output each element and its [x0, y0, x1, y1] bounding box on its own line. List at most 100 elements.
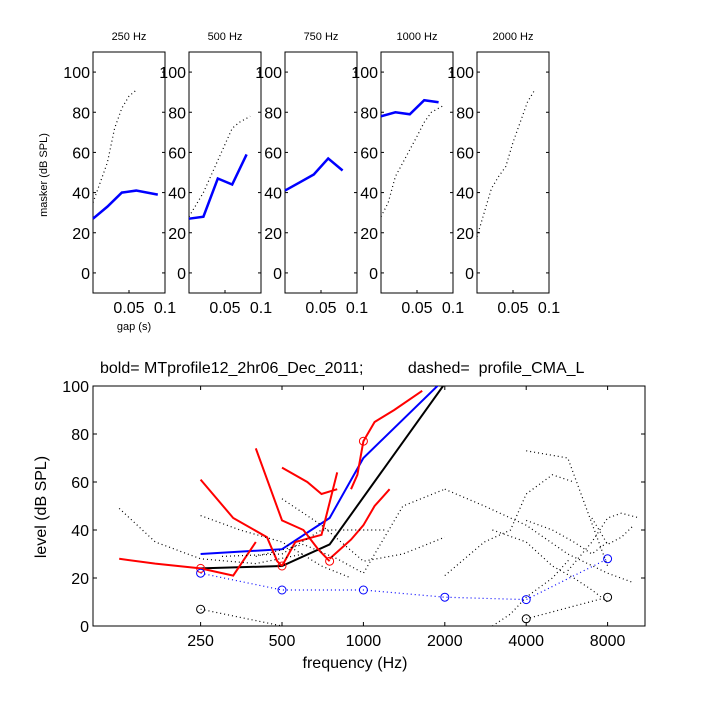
bottom-chart-xtick-label: 2000	[427, 633, 463, 650]
bottom-chart-series-dotted	[200, 515, 352, 579]
small-panel-xtick-label: 0.1	[154, 300, 176, 317]
small-panel-ytick-label: 60	[360, 145, 378, 162]
small-panel-1: 250 Hz 0 20 40 60 80 100 0.05 0.1	[63, 31, 176, 317]
small-panel-series-dotted	[380, 105, 443, 217]
bottom-chart-marker	[196, 604, 206, 614]
bottom-chart-ytick-label: 80	[71, 427, 89, 444]
bottom-chart-ytick-label: 0	[80, 619, 89, 636]
small-panel-title: 250 Hz	[112, 31, 147, 43]
bottom-chart-marker	[358, 585, 368, 595]
small-panel-ytick-label: 0	[273, 266, 282, 283]
small-panel-ytick-label: 100	[63, 65, 90, 82]
small-panel-5: 2000 Hz 0 20 40 60 80 100 0.05 0.1	[447, 31, 560, 317]
small-panel-ylabel: masker (dB SPL)	[38, 133, 50, 217]
small-panel-ytick-label: 60	[168, 145, 186, 162]
small-panel-xtick-label: 0.1	[346, 300, 368, 317]
bottom-chart-series-dotted	[492, 558, 571, 626]
bottom-chart-series-group	[118, 386, 640, 626]
plot-layer: 250 Hz 0 20 40 60 80 100 0.05 0.1 500 Hz 0 20 40 60 80…	[62, 31, 646, 650]
small-panel-xtick-label: 0.05	[209, 300, 240, 317]
small-panel-series-dotted	[476, 89, 536, 237]
small-panel-ytick-label: 20	[360, 226, 378, 243]
small-panel-ytick-label: 80	[72, 105, 90, 122]
bottom-chart-ytick-label: 100	[62, 379, 89, 396]
bottom-chart-marker	[440, 592, 450, 602]
small-panel-ytick-label: 20	[456, 226, 474, 243]
small-panel-ytick-label: 40	[360, 186, 378, 203]
bottom-chart-marker	[196, 563, 206, 573]
small-panel-xtick-label: 0.1	[538, 300, 560, 317]
small-panel-ytick-label: 80	[168, 105, 186, 122]
bottom-chart-series-bold	[254, 448, 331, 562]
bottom-chart-series-dotted	[526, 596, 608, 620]
small-panel-ytick-label: 80	[264, 105, 282, 122]
small-panel-xtick-label: 0.05	[401, 300, 432, 317]
bottom-chart-series-bold	[281, 472, 339, 567]
small-panel-ytick-label: 0	[369, 266, 378, 283]
bottom-chart-series-bold	[281, 466, 338, 496]
small-panel-2: 500 Hz 0 20 40 60 80 100 0.05 0.1	[159, 31, 272, 317]
small-panel-ytick-label: 0	[177, 266, 186, 283]
bottom-chart-series-bold	[119, 541, 257, 577]
bottom-chart-xtick-label: 1000	[346, 633, 382, 650]
bottom-chart-xlabel: frequency (Hz)	[303, 655, 408, 672]
bottom-chart-marker	[603, 592, 613, 602]
small-panel-ytick-label: 100	[159, 65, 186, 82]
bottom-chart-series-bold	[328, 488, 391, 560]
bottom-chart-ytick-label: 60	[71, 475, 89, 492]
bottom-chart-series-dotted	[255, 488, 446, 575]
small-panel-title: 2000 Hz	[493, 31, 534, 43]
small-panel-xtick-label: 0.1	[442, 300, 464, 317]
small-panel-ytick-label: 40	[168, 186, 186, 203]
bottom-chart-series-bold	[350, 389, 423, 490]
small-panel-series-bold	[380, 98, 439, 118]
small-panel-ytick-label: 40	[72, 186, 90, 203]
bottom-chart-ylabel: level (dB SPL)	[33, 456, 50, 558]
small-panel-series-bold	[188, 153, 248, 220]
small-panel-ytick-label: 80	[360, 105, 378, 122]
small-panel-ytick-label: 60	[456, 145, 474, 162]
small-panel-ytick-label: 40	[264, 186, 282, 203]
small-panel-series-dotted	[92, 89, 137, 203]
small-panel-ytick-label: 0	[81, 266, 90, 283]
bottom-chart-series-dotted	[591, 517, 635, 546]
small-panel-title: 500 Hz	[208, 31, 243, 43]
small-panel-3: 750 Hz 0 20 40 60 80 100 0.05 0.1	[255, 31, 368, 317]
bottom-chart-marker	[325, 556, 335, 566]
bottom-chart-series-dotted	[118, 507, 304, 565]
small-panel-ytick-label: 20	[72, 226, 90, 243]
small-panel-xtick-label: 0.1	[250, 300, 272, 317]
small-panel-frame	[380, 51, 454, 294]
bottom-chart-series-dotted	[525, 519, 608, 555]
small-panel-xtick-label: 0.05	[305, 300, 336, 317]
small-panel-series-bold	[92, 189, 159, 220]
bottom-chart-series-dotted	[221, 529, 385, 557]
bottom-chart-marker	[521, 595, 531, 605]
bottom-chart-series-bold	[200, 386, 445, 570]
small-panel-xlabel: gap (s)	[117, 321, 151, 333]
bottom-chart-ytick-label: 20	[71, 571, 89, 588]
small-panel-frame	[476, 51, 550, 294]
bottom-chart: 0 20 40 60 80 100 250 500 1000 2000 4000 8000	[62, 379, 646, 650]
bottom-chart-marker	[277, 585, 287, 595]
small-panel-frame	[188, 51, 262, 294]
small-panel-series-dotted	[188, 115, 251, 217]
small-panel-xtick-label: 0.05	[497, 300, 528, 317]
bottom-chart-frame	[92, 385, 646, 627]
bottom-chart-ytick-label: 40	[71, 523, 89, 540]
small-panel-ytick-label: 100	[351, 65, 378, 82]
small-panel-ytick-label: 100	[447, 65, 474, 82]
bottom-chart-xtick-label: 8000	[590, 633, 626, 650]
bottom-chart-series-bold	[199, 478, 283, 567]
bottom-chart-marker	[277, 561, 287, 571]
bottom-chart-xtick-label: 500	[269, 633, 296, 650]
bottom-chart-marker	[358, 436, 368, 446]
small-panel-ytick-label: 60	[72, 145, 90, 162]
bottom-chart-series-dotted	[567, 512, 640, 572]
small-panel-ytick-label: 80	[456, 105, 474, 122]
bottom-chart-series-dotted	[200, 558, 608, 601]
bottom-chart-marker	[521, 614, 531, 624]
bottom-chart-series-dotted	[492, 529, 608, 603]
